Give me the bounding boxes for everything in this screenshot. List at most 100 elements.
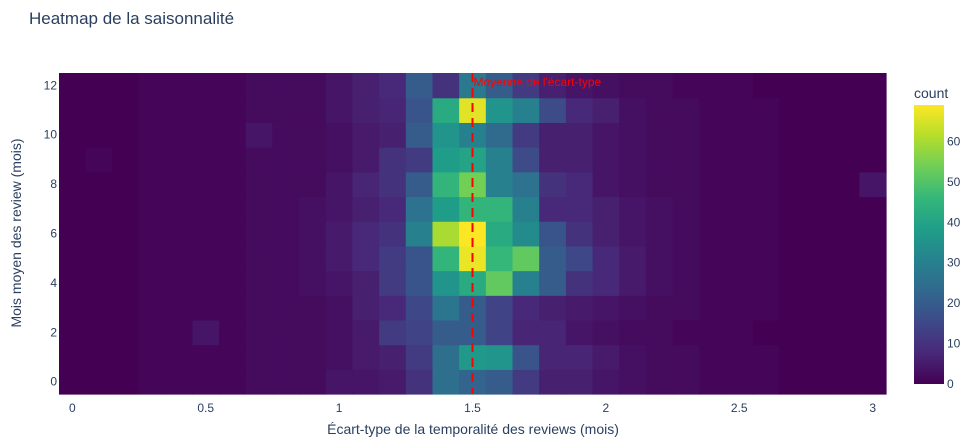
heatmap-cell [299,221,327,247]
heatmap-cell [672,147,700,173]
x-tick-label: 1.5 [464,401,481,415]
heatmap-cell [725,171,754,198]
heatmap-cell [512,369,540,395]
heatmap-cell [805,171,834,198]
heatmap-cell [112,344,140,370]
heatmap-cell [245,221,274,247]
heatmap-cell [619,171,647,198]
heatmap-cell [352,369,380,395]
heatmap-cell [672,369,700,395]
heatmap-cell [299,344,327,370]
heatmap-cell [485,97,514,123]
heatmap-cell [752,73,780,99]
heatmap-cell [619,147,647,173]
heatmap-cell [645,319,674,346]
heatmap-cell [645,270,674,296]
heatmap-cell [672,295,700,321]
chart-title: Heatmap de la saisonnalité [29,9,234,28]
heatmap-cell [752,97,780,123]
heatmap-cell [592,295,620,321]
heatmap-cell [352,344,380,370]
heatmap-cell [619,221,647,247]
heatmap-cell [645,122,674,148]
heatmap-cell [112,73,140,99]
heatmap-cell [592,369,620,395]
heatmap-cell [245,295,274,321]
heatmap-cell [352,221,380,247]
heatmap-cell [699,245,727,272]
heatmap-cell [859,221,887,247]
heatmap-cell [725,73,754,99]
heatmap-cell [699,122,727,148]
heatmap-cell [379,97,407,123]
heatmap-cell [192,295,220,321]
heatmap-cell [779,344,807,370]
heatmap-cell [139,97,167,123]
heatmap-cell [672,97,700,123]
heatmap-cell [672,270,700,296]
heatmap-cell [245,122,274,148]
heatmap-cell [139,245,167,272]
heatmap-cell [325,73,354,99]
heatmap-cell [299,369,327,395]
heatmap-cell [165,147,193,173]
heatmap-cell [245,97,274,123]
heatmap-cell [192,73,220,99]
y-tick-label: 8 [50,177,57,191]
heatmap-cell [379,196,407,222]
heatmap-cell [165,369,193,395]
heatmap-cell [272,319,300,346]
heatmap-cell [405,196,434,222]
heatmap-cell [619,245,647,272]
heatmap-cell [219,369,247,395]
colorbar-tick-label: 30 [947,256,961,270]
heatmap-cell [485,221,514,247]
heatmap-cell [485,122,514,148]
heatmap-cell [432,319,460,346]
heatmap-cell [112,221,140,247]
heatmap-cell [59,270,87,296]
heatmap-cell [139,270,167,296]
heatmap-cell [512,344,540,370]
heatmap-cell [832,221,860,247]
heatmap-cell [512,122,540,148]
heatmap-cell [432,196,460,222]
heatmap-cell [779,295,807,321]
heatmap-cell [112,245,140,272]
heatmap-cell [539,344,567,370]
heatmap-cell [592,171,620,198]
heatmap-cell [59,122,87,148]
x-axis-title: Écart-type de la temporalité des reviews… [327,421,619,437]
heatmap-cell [59,319,87,346]
heatmap-cell [539,319,567,346]
heatmap-cell [779,319,807,346]
heatmap-cell [485,196,514,222]
heatmap-cell [139,221,167,247]
heatmap-cell [539,147,567,173]
heatmap-cell [779,270,807,296]
heatmap-cell [512,73,540,99]
heatmap-cell [859,97,887,123]
heatmap-cell [405,270,434,296]
heatmap-cell [59,73,87,99]
heatmap-cell [619,196,647,222]
heatmap-cell [539,196,567,222]
heatmap-cell [565,295,594,321]
heatmap-cell [219,73,247,99]
heatmap-cell [645,147,674,173]
heatmap-cell [832,122,860,148]
heatmap-cell [219,221,247,247]
heatmap-cell [672,344,700,370]
heatmap-cell [619,73,647,99]
heatmap-cell [779,171,807,198]
heatmap-cell [59,97,87,123]
heatmap-cell [405,221,434,247]
heatmap-cell [565,196,594,222]
heatmap-cell [299,196,327,222]
heatmap-cell [192,97,220,123]
heatmap-cell [832,344,860,370]
heatmap-cell [272,97,300,123]
heatmap-cell [352,245,380,272]
heatmap-cell [379,73,407,99]
heatmap-cell [725,270,754,296]
